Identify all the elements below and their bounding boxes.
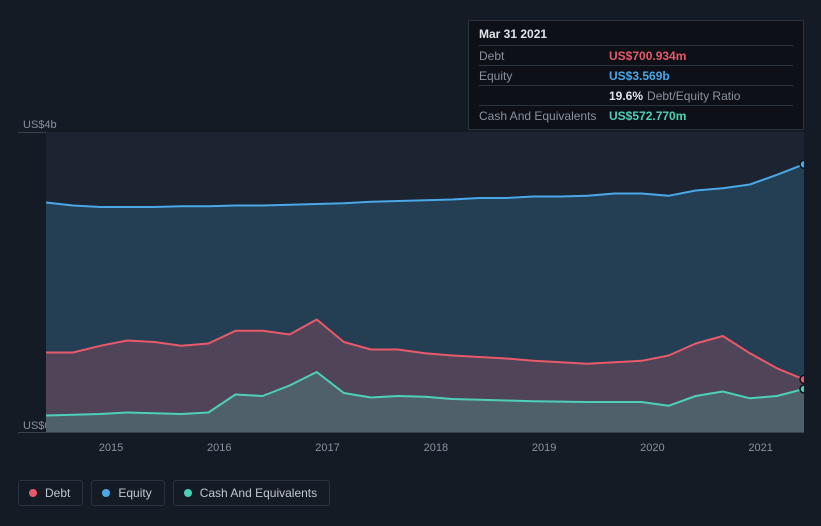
legend-dot-icon [184,489,192,497]
y-axis-label-top: US$4b [23,119,57,131]
tooltip-label-debt: Debt [479,49,609,63]
legend-label: Cash And Equivalents [200,486,317,500]
chart-legend: Debt Equity Cash And Equivalents [18,480,330,506]
legend-label: Debt [45,486,70,500]
tooltip-label-equity: Equity [479,69,609,83]
tooltip-label-cash: Cash And Equivalents [479,109,609,123]
tooltip-row-debt: Debt US$700.934m [479,45,793,65]
x-tick-label: 2021 [748,442,772,454]
chart-tooltip: Mar 31 2021 Debt US$700.934m Equity US$3… [468,20,804,130]
legend-label: Equity [118,486,151,500]
tooltip-value-cash: US$572.770m [609,109,686,123]
legend-dot-icon [102,489,110,497]
tooltip-value-ratio: 19.6% Debt/Equity Ratio [609,89,740,103]
tooltip-row-ratio: 19.6% Debt/Equity Ratio [479,85,793,105]
tooltip-value-debt: US$700.934m [609,49,686,63]
legend-item-cash-and-equivalents[interactable]: Cash And Equivalents [173,480,330,506]
x-tick-label: 2020 [640,442,664,454]
tooltip-row-cash: Cash And Equivalents US$572.770m [479,105,793,125]
x-tick-label: 2017 [315,442,339,454]
legend-item-equity[interactable]: Equity [91,480,164,506]
x-tick-label: 2015 [99,442,123,454]
legend-item-debt[interactable]: Debt [18,480,83,506]
x-tick-label: 2018 [424,442,448,454]
tooltip-row-equity: Equity US$3.569b [479,65,793,85]
ratio-label: Debt/Equity Ratio [647,89,740,103]
ratio-value: 19.6% [609,89,643,103]
legend-dot-icon [29,489,37,497]
x-tick-label: 2016 [207,442,231,454]
tooltip-value-equity: US$3.569b [609,69,670,83]
tooltip-label-ratio [479,89,609,103]
chart-area: US$4b US$0 2015201620172018201920202021 [18,120,804,480]
x-axis-labels: 2015 2016 2017 2018 2019 2020 2021 [46,442,804,458]
tooltip-date: Mar 31 2021 [479,27,793,45]
chart-svg [46,132,804,432]
x-tick-label: 2019 [532,442,556,454]
